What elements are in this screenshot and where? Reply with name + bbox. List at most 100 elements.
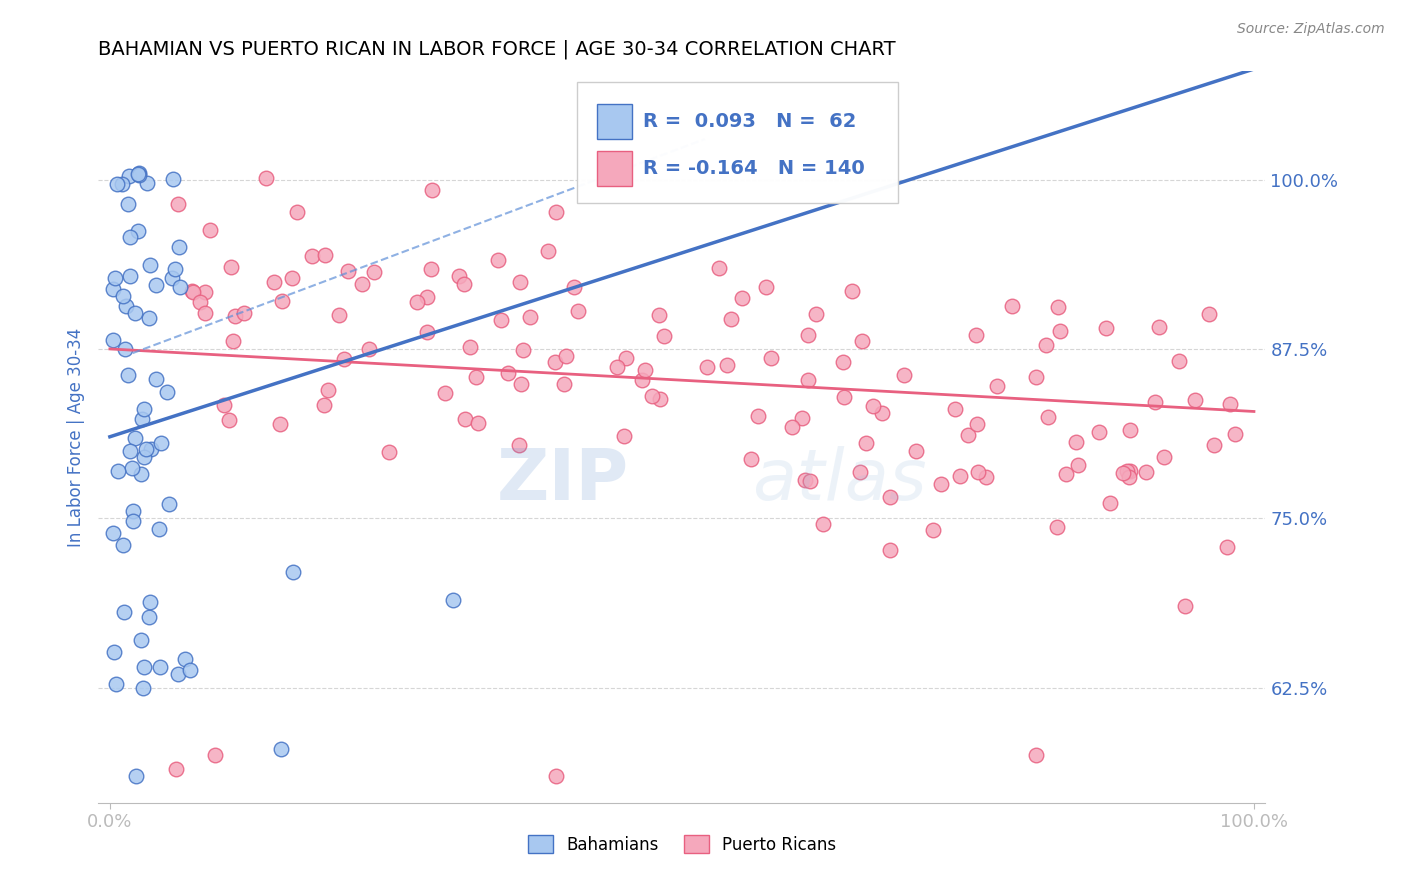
Point	[420, 183, 443, 197]
Point	[1046, 300, 1069, 314]
Point	[194, 306, 217, 320]
Point	[1215, 540, 1237, 554]
Point	[832, 355, 855, 369]
Point	[797, 373, 820, 387]
Point	[148, 522, 170, 536]
Text: R = -0.164   N = 140: R = -0.164 N = 140	[644, 159, 865, 178]
Point	[125, 769, 148, 783]
Point	[314, 248, 336, 262]
Point	[613, 429, 636, 443]
Point	[301, 250, 323, 264]
Point	[285, 205, 308, 219]
Point	[1223, 426, 1246, 441]
Point	[965, 327, 987, 342]
Point	[553, 377, 575, 392]
Point	[1174, 599, 1197, 613]
Point	[333, 351, 356, 366]
Point	[131, 411, 153, 425]
Point	[1046, 520, 1069, 534]
Point	[740, 451, 762, 466]
Point	[363, 265, 385, 279]
Point	[139, 442, 162, 457]
Point	[841, 284, 863, 298]
Point	[120, 443, 142, 458]
Point	[135, 176, 157, 190]
Point	[107, 464, 129, 478]
Point	[117, 368, 139, 382]
Point	[1184, 393, 1206, 408]
Point	[1025, 748, 1047, 763]
Point	[562, 279, 585, 293]
Text: R =  0.093   N =  62: R = 0.093 N = 62	[644, 112, 856, 131]
Point	[118, 169, 141, 183]
Point	[149, 659, 172, 673]
Point	[359, 343, 381, 357]
Point	[114, 342, 136, 356]
Point	[848, 465, 870, 479]
Point	[648, 308, 671, 322]
Point	[747, 409, 769, 424]
Point	[1035, 338, 1057, 352]
Point	[796, 328, 818, 343]
FancyBboxPatch shape	[576, 82, 898, 203]
Point	[169, 280, 191, 294]
Bar	[596, 104, 631, 139]
Point	[105, 677, 128, 691]
Point	[352, 277, 374, 292]
Text: Source: ZipAtlas.com: Source: ZipAtlas.com	[1237, 22, 1385, 37]
Point	[1119, 464, 1142, 478]
Point	[1153, 450, 1175, 464]
Point	[281, 566, 304, 580]
Point	[832, 390, 855, 404]
Point	[149, 435, 172, 450]
Point	[449, 269, 471, 284]
Point	[496, 366, 519, 380]
Point	[135, 442, 157, 457]
Point	[173, 652, 195, 666]
Bar	[596, 151, 631, 186]
Point	[179, 663, 201, 677]
Point	[316, 383, 339, 397]
Point	[508, 438, 530, 452]
Point	[537, 244, 560, 258]
Point	[271, 294, 294, 309]
Point	[139, 595, 162, 609]
Point	[893, 368, 915, 382]
Point	[419, 262, 441, 277]
Point	[406, 295, 429, 310]
Point	[454, 412, 477, 426]
Point	[862, 400, 884, 414]
Point	[162, 270, 184, 285]
Point	[129, 633, 152, 648]
Point	[1118, 470, 1140, 484]
Point	[163, 262, 186, 277]
Point	[967, 466, 990, 480]
Text: BAHAMIAN VS PUERTO RICAN IN LABOR FORCE | AGE 30-34 CORRELATION CHART: BAHAMIAN VS PUERTO RICAN IN LABOR FORCE …	[98, 39, 896, 59]
Point	[124, 431, 146, 445]
Point	[1167, 353, 1189, 368]
Point	[112, 538, 135, 552]
Text: ZIP: ZIP	[498, 447, 630, 516]
Point	[312, 398, 335, 412]
Point	[122, 514, 145, 528]
Point	[966, 417, 988, 431]
Point	[1135, 466, 1157, 480]
Legend: Bahamians, Puerto Ricans: Bahamians, Puerto Ricans	[522, 829, 842, 860]
Point	[1202, 438, 1225, 452]
Point	[129, 467, 152, 482]
Point	[132, 401, 155, 416]
Point	[188, 295, 211, 310]
Point	[112, 605, 135, 619]
Point	[467, 416, 489, 430]
Point	[811, 517, 834, 532]
Point	[1149, 319, 1171, 334]
Point	[453, 277, 475, 291]
Point	[1067, 458, 1090, 472]
Point	[974, 469, 997, 483]
Point	[103, 526, 125, 541]
Point	[631, 373, 654, 387]
Point	[614, 351, 637, 366]
Point	[269, 417, 291, 431]
Point	[416, 325, 439, 339]
Point	[606, 360, 628, 375]
